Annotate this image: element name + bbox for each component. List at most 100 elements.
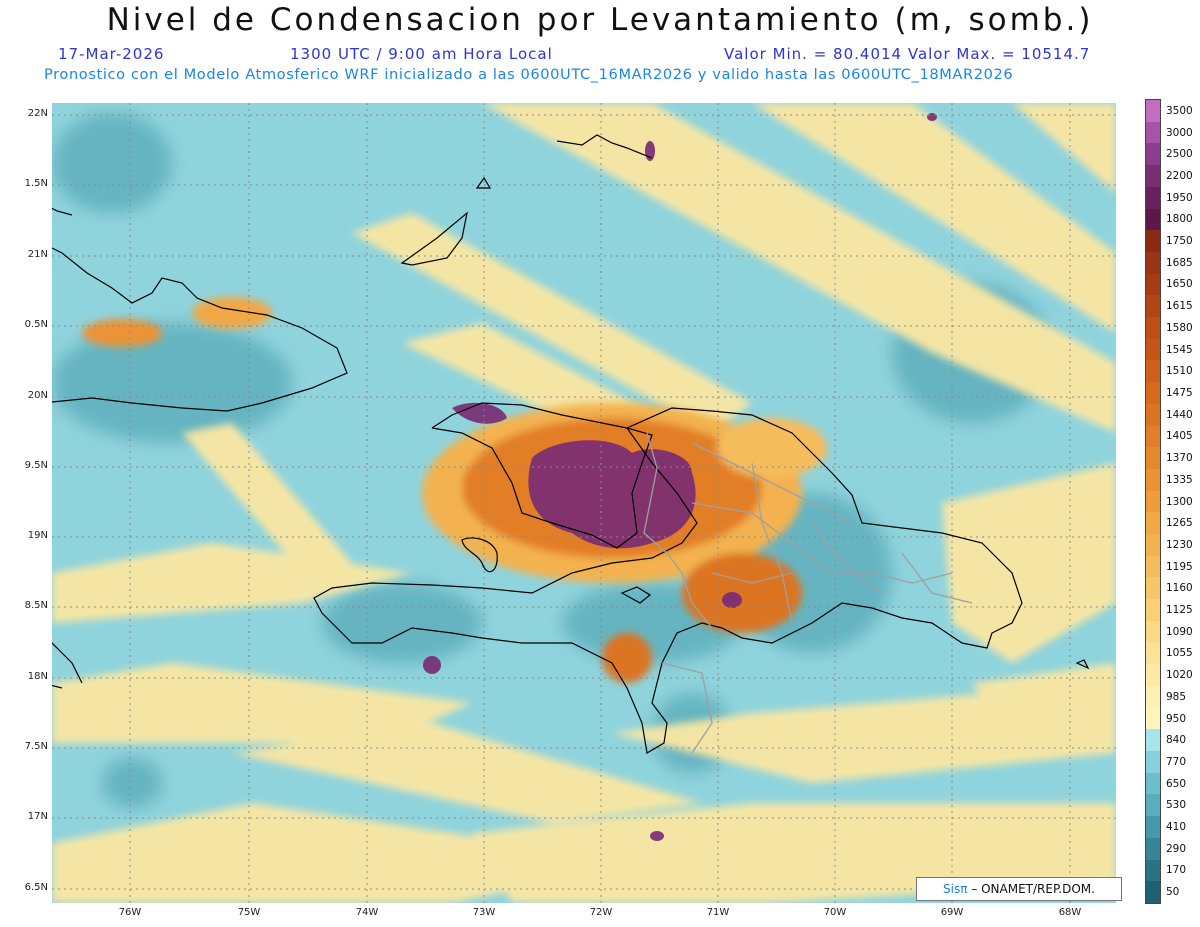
colorbar-label: 1370: [1166, 452, 1193, 465]
lcl-map: [52, 103, 1116, 903]
colorbar-label: 985: [1166, 690, 1187, 703]
lat-label: 7.5N: [24, 741, 48, 752]
forecast-date: 17-Mar-2026: [58, 45, 165, 63]
colorbar-swatch: [1146, 186, 1160, 209]
colorbar-swatch: [1146, 360, 1160, 383]
colorbar-label: 1405: [1166, 430, 1193, 443]
sispi-logo: Sisπ: [943, 882, 968, 896]
colorbar-label: 1800: [1166, 213, 1193, 226]
lat-label: 1.5N: [24, 178, 48, 189]
lat-label: 21N: [27, 249, 48, 260]
colorbar-swatch: [1146, 599, 1160, 622]
colorbar-label: 1580: [1166, 321, 1193, 334]
colorbar-swatch: [1146, 273, 1160, 296]
lon-label: 74W: [355, 907, 379, 918]
colorbar-label: 840: [1166, 734, 1187, 747]
colorbar-swatch: [1146, 794, 1160, 817]
colorbar-label: 2200: [1166, 169, 1193, 182]
colorbar-label: 3500: [1166, 104, 1193, 117]
lat-label: 8.5N: [24, 600, 48, 611]
colorbar-label: 1950: [1166, 191, 1193, 204]
colorbar-label: 1055: [1166, 647, 1193, 660]
colorbar-swatch: [1146, 100, 1160, 123]
admin-borders: [643, 432, 973, 754]
colorbar-swatch: [1146, 512, 1160, 535]
lon-label: 70W: [823, 907, 847, 918]
lon-label: 72W: [589, 907, 613, 918]
lat-label: 20N: [27, 390, 48, 401]
colorbar-swatch: [1146, 230, 1160, 253]
colorbar-swatch: [1146, 577, 1160, 600]
lat-label: 19N: [27, 530, 48, 541]
colorbar-label: 170: [1166, 864, 1187, 877]
colorbar-label: 1160: [1166, 582, 1193, 595]
colorbar-label: 1615: [1166, 300, 1193, 313]
colorbar-label: 290: [1166, 842, 1187, 855]
lon-label: 76W: [118, 907, 142, 918]
colorbar-swatch: [1146, 642, 1160, 665]
colorbar-label: 1020: [1166, 669, 1193, 682]
lat-label: 9.5N: [24, 460, 48, 471]
value-min-max: Valor Min. = 80.4014 Valor Max. = 10514.…: [724, 45, 1091, 63]
colorbar-swatch: [1146, 664, 1160, 687]
colorbar-swatch: [1146, 425, 1160, 448]
colorbar-swatch: [1146, 859, 1160, 882]
colorbar-label: 1750: [1166, 235, 1193, 248]
colorbar-swatch: [1146, 295, 1160, 318]
lat-label: 22N: [27, 108, 48, 119]
colorbar-label: 950: [1166, 712, 1187, 725]
lon-label: 71W: [706, 907, 730, 918]
colorbar-swatch: [1146, 555, 1160, 578]
colorbar-swatch: [1146, 772, 1160, 795]
colorbar-swatch: [1146, 382, 1160, 405]
colorbar-swatch: [1146, 751, 1160, 774]
coastlines: [52, 134, 1090, 754]
colorbar-label: 1195: [1166, 560, 1193, 573]
colorbar-swatch: [1146, 208, 1160, 231]
colorbar-label: 1265: [1166, 517, 1193, 530]
colorbar-label: 650: [1166, 777, 1187, 790]
colorbar-label: 1685: [1166, 256, 1193, 269]
colorbar-label: 1545: [1166, 343, 1193, 356]
colorbar-swatch: [1146, 534, 1160, 557]
colorbar-swatch: [1146, 881, 1160, 904]
colorbar-label: 1300: [1166, 495, 1193, 508]
colorbar-label: 1475: [1166, 386, 1193, 399]
lon-label: 68W: [1058, 907, 1082, 918]
colorbar-swatch: [1146, 620, 1160, 644]
colorbar-label: 770: [1166, 755, 1187, 768]
lat-label: 17N: [27, 811, 48, 822]
colorbar-swatch: [1146, 403, 1160, 427]
credit-box: Sisπ – ONAMET/REP.DOM.: [916, 877, 1122, 901]
graticule: [52, 103, 1116, 903]
colorbar-swatch: [1146, 468, 1160, 492]
colorbar-label: 530: [1166, 799, 1187, 812]
colorbar-swatch: [1146, 447, 1160, 470]
colorbar-swatch: [1146, 490, 1160, 513]
colorbar-label: 1510: [1166, 365, 1193, 378]
colorbar-swatch: [1146, 338, 1160, 361]
lat-label: 18N: [27, 671, 48, 682]
colorbar-label: 1440: [1166, 408, 1193, 421]
colorbar-swatch: [1146, 729, 1160, 752]
credit-text: – ONAMET/REP.DOM.: [971, 882, 1095, 896]
colorbar-swatch: [1146, 837, 1160, 861]
colorbar-swatch: [1146, 165, 1160, 188]
colorbar-label: 1650: [1166, 278, 1193, 291]
colorbar-swatch: [1146, 251, 1160, 275]
colorbar-label: 1335: [1166, 473, 1193, 486]
colorbar-swatch: [1146, 816, 1160, 839]
lon-label: 69W: [940, 907, 964, 918]
forecast-time: 1300 UTC / 9:00 am Hora Local: [290, 45, 553, 63]
colorbar-label: 410: [1166, 821, 1187, 834]
colorbar-label: 1230: [1166, 538, 1193, 551]
colorbar-label: 1125: [1166, 604, 1193, 616]
colorbar-swatch: [1146, 143, 1160, 166]
model-description: Pronostico con el Modelo Atmosferico WRF…: [44, 66, 1014, 83]
lon-label: 73W: [472, 907, 496, 918]
lat-label: 0.5N: [24, 319, 48, 330]
colorbar-frame: [1145, 99, 1161, 904]
colorbar-swatch: [1146, 121, 1160, 144]
colorbar-swatch: [1146, 707, 1160, 730]
yellow-bands: [52, 103, 1116, 903]
